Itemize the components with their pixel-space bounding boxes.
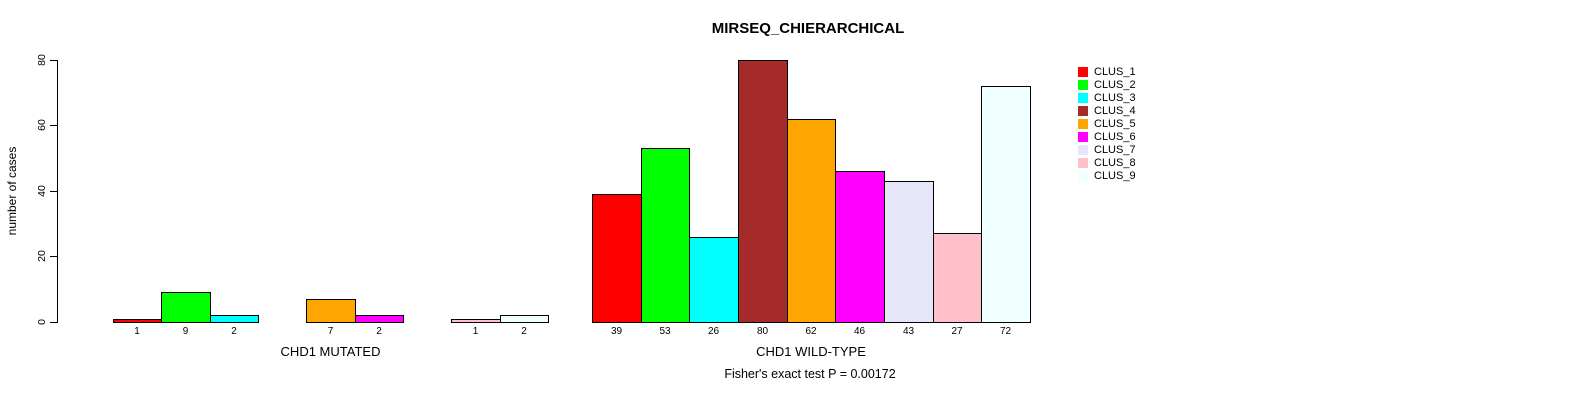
bar-value-label: 2 xyxy=(521,326,527,337)
y-axis-tick-label: 60 xyxy=(36,119,48,131)
bar-clus_6 xyxy=(835,171,885,323)
bar-clus_3 xyxy=(689,237,739,323)
bar-value-label: 26 xyxy=(707,326,720,337)
bar-clus_9 xyxy=(981,86,1031,323)
y-axis-tick-label: 40 xyxy=(36,185,48,197)
y-axis-tick xyxy=(50,322,57,323)
legend-swatch-clus_5 xyxy=(1078,119,1088,129)
bar-clus_5 xyxy=(787,119,836,323)
y-axis-tick xyxy=(50,256,57,257)
bar-clus_1 xyxy=(592,194,642,323)
legend-swatch-clus_9 xyxy=(1078,171,1088,181)
bar-clus_7 xyxy=(884,181,934,323)
bar-value-label: 46 xyxy=(853,326,866,337)
legend-label-clus_5: CLUS_5 xyxy=(1094,118,1136,130)
bar-value-label: 62 xyxy=(805,326,817,337)
legend-label-clus_2: CLUS_2 xyxy=(1094,79,1136,91)
group-label-chd1-wild-type: CHD1 WILD-TYPE xyxy=(756,344,866,359)
bar-clus_1 xyxy=(113,319,162,323)
bar-value-label: 27 xyxy=(951,326,963,337)
legend-swatch-clus_6 xyxy=(1078,132,1088,142)
bar-value-label: 9 xyxy=(182,326,189,337)
legend-swatch-clus_3 xyxy=(1078,93,1088,103)
bar-value-label: 7 xyxy=(327,326,334,337)
y-axis-label: number of cases xyxy=(5,146,19,236)
bar-clus_9 xyxy=(500,315,549,323)
bar-clus_3 xyxy=(210,315,259,323)
bar-clus_8 xyxy=(451,319,501,323)
bar-clus_2 xyxy=(641,148,690,323)
bar-value-label: 1 xyxy=(134,326,140,337)
y-axis-tick xyxy=(50,125,57,126)
legend-label-clus_3: CLUS_3 xyxy=(1094,92,1136,104)
legend-swatch-clus_2 xyxy=(1078,80,1088,90)
bar-value-label: 80 xyxy=(756,326,769,337)
bar-clus_6 xyxy=(355,315,404,323)
bar-value-label: 43 xyxy=(902,326,915,337)
legend-label-clus_9: CLUS_9 xyxy=(1094,170,1136,182)
y-axis-tick-label: 20 xyxy=(36,250,48,262)
y-axis-tick xyxy=(50,191,57,192)
bar-clus_2 xyxy=(161,292,211,323)
bar-clus_8 xyxy=(933,233,982,323)
bar-clus_4 xyxy=(738,60,788,323)
y-axis-tick-label: 0 xyxy=(36,319,48,325)
y-axis-tick-label: 80 xyxy=(36,54,48,66)
legend-swatch-clus_8 xyxy=(1078,158,1088,168)
bar-value-label: 2 xyxy=(231,326,237,337)
legend-label-clus_1: CLUS_1 xyxy=(1094,66,1136,78)
legend-label-clus_6: CLUS_6 xyxy=(1094,131,1136,143)
fisher-test-annotation: Fisher's exact test P = 0.00172 xyxy=(724,367,896,381)
bar-value-label: 72 xyxy=(999,326,1012,337)
legend-label-clus_8: CLUS_8 xyxy=(1094,157,1136,169)
legend-swatch-clus_4 xyxy=(1078,106,1088,116)
bar-value-label: 2 xyxy=(376,326,382,337)
bar-value-label: 1 xyxy=(472,326,479,337)
y-axis-tick xyxy=(50,60,57,61)
legend-swatch-clus_7 xyxy=(1078,145,1088,155)
chart-title: MIRSEQ_CHIERARCHICAL xyxy=(711,20,905,37)
bar-clus_5 xyxy=(306,299,356,323)
legend-swatch-clus_1 xyxy=(1078,67,1088,77)
y-axis-line xyxy=(57,60,58,323)
group-label-chd1-mutated: CHD1 MUTATED xyxy=(280,344,381,359)
bar-value-label: 39 xyxy=(610,326,623,337)
legend-label-clus_4: CLUS_4 xyxy=(1094,105,1136,117)
bar-value-label: 53 xyxy=(659,326,671,337)
legend-label-clus_7: CLUS_7 xyxy=(1094,144,1136,156)
